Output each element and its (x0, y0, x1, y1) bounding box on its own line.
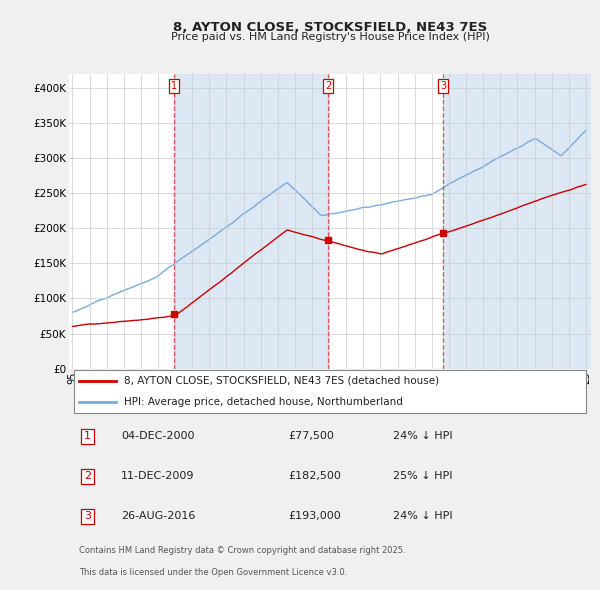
Text: Contains HM Land Registry data © Crown copyright and database right 2025.: Contains HM Land Registry data © Crown c… (79, 546, 406, 555)
Text: 04-DEC-2000: 04-DEC-2000 (121, 431, 194, 441)
Text: £77,500: £77,500 (288, 431, 334, 441)
Text: 25% ↓ HPI: 25% ↓ HPI (392, 471, 452, 481)
Text: 1: 1 (170, 81, 177, 91)
Text: 3: 3 (84, 512, 91, 522)
Text: 8, AYTON CLOSE, STOCKSFIELD, NE43 7ES: 8, AYTON CLOSE, STOCKSFIELD, NE43 7ES (173, 21, 487, 34)
Text: 24% ↓ HPI: 24% ↓ HPI (392, 512, 452, 522)
FancyBboxPatch shape (74, 369, 586, 413)
Bar (174, 74, 328, 369)
Text: HPI: Average price, detached house, Northumberland: HPI: Average price, detached house, Nort… (124, 396, 403, 407)
Bar (443, 74, 591, 369)
Text: 2: 2 (84, 471, 91, 481)
Text: 24% ↓ HPI: 24% ↓ HPI (392, 431, 452, 441)
Text: 11-DEC-2009: 11-DEC-2009 (121, 471, 194, 481)
Text: £182,500: £182,500 (288, 471, 341, 481)
Text: £193,000: £193,000 (288, 512, 341, 522)
Text: Price paid vs. HM Land Registry's House Price Index (HPI): Price paid vs. HM Land Registry's House … (170, 32, 490, 42)
Text: 2: 2 (325, 81, 331, 91)
Text: 1: 1 (84, 431, 91, 441)
Text: 8, AYTON CLOSE, STOCKSFIELD, NE43 7ES (detached house): 8, AYTON CLOSE, STOCKSFIELD, NE43 7ES (d… (124, 376, 439, 386)
Text: 26-AUG-2016: 26-AUG-2016 (121, 512, 196, 522)
Text: 3: 3 (440, 81, 446, 91)
Text: This data is licensed under the Open Government Licence v3.0.: This data is licensed under the Open Gov… (79, 568, 348, 577)
